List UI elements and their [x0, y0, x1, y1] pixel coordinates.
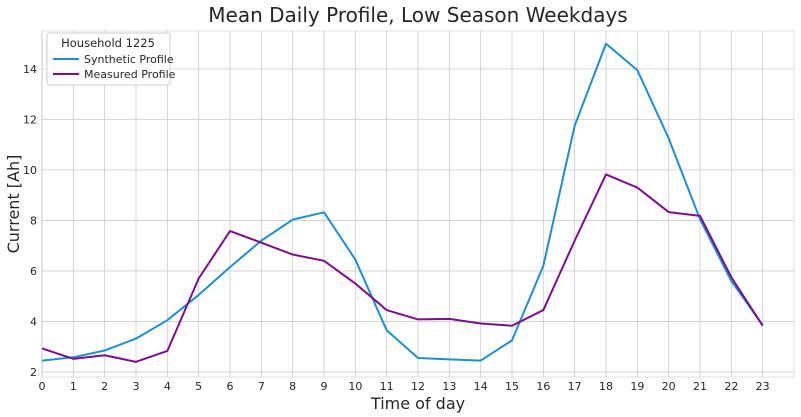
x-tick-label: 9: [321, 380, 328, 393]
x-tick-label: 4: [164, 380, 171, 393]
chart-title: Mean Daily Profile, Low Season Weekdays: [208, 3, 627, 27]
x-ticks: 0 1 2 3 4 5 6 7 8 9 10 11 12 13 14 15 16 17 18 19 20 21 22 23: [39, 380, 770, 393]
x-tick-label: 15: [505, 380, 519, 393]
y-tick-label: 6: [30, 265, 37, 278]
legend-box: [46, 32, 171, 86]
legend-label-measured: Measured Profile: [84, 68, 176, 81]
grid: [41, 31, 794, 377]
y-tick-label: 2: [30, 366, 37, 379]
x-tick-label: 21: [693, 380, 707, 393]
y-ticks: 2 4 6 8 10 12 14: [23, 63, 37, 379]
x-tick-label: 18: [599, 380, 613, 393]
y-tick-label: 10: [23, 164, 37, 177]
x-tick-label: 3: [133, 380, 140, 393]
series-line-synthetic: [41, 42, 764, 362]
x-tick-label: 7: [258, 380, 265, 393]
y-axis-label: Current [Ah]: [4, 155, 23, 254]
series-lines: [41, 42, 764, 363]
x-tick-label: 5: [195, 380, 202, 393]
x-tick-label: 23: [756, 380, 770, 393]
y-tick-label: 8: [30, 214, 37, 227]
x-tick-label: 20: [662, 380, 676, 393]
x-tick-label: 6: [227, 380, 234, 393]
y-tick-label: 12: [23, 113, 37, 126]
series-line-measured: [41, 173, 764, 363]
legend: Household 1225 Synthetic Profile Measure…: [46, 32, 176, 86]
x-tick-label: 16: [536, 380, 550, 393]
x-tick-label: 19: [630, 380, 644, 393]
x-tick-label: 11: [380, 380, 394, 393]
x-tick-label: 14: [474, 380, 488, 393]
x-tick-label: 17: [568, 380, 582, 393]
x-tick-label: 2: [101, 380, 108, 393]
x-tick-label: 10: [348, 380, 362, 393]
legend-title: Household 1225: [61, 36, 155, 50]
x-tick-label: 22: [724, 380, 738, 393]
x-tick-label: 12: [411, 380, 425, 393]
x-tick-label: 1: [70, 380, 77, 393]
y-tick-label: 4: [30, 315, 37, 328]
x-tick-label: 8: [289, 380, 296, 393]
x-axis-label: Time of day: [370, 394, 465, 413]
y-tick-label: 14: [23, 63, 37, 76]
x-tick-label: 0: [39, 380, 46, 393]
legend-label-synthetic: Synthetic Profile: [84, 53, 174, 66]
x-tick-label: 13: [442, 380, 456, 393]
